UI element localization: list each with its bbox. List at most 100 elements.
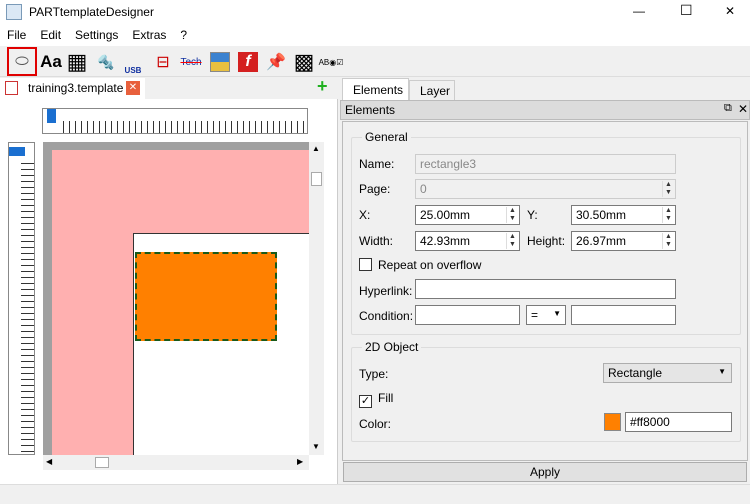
- vertical-ruler[interactable]: [8, 142, 35, 455]
- window-title: PARTtemplateDesigner: [29, 5, 154, 19]
- ruler-marker[interactable]: [47, 109, 56, 123]
- repeat-on-overflow-checkbox[interactable]: Repeat on overflow: [359, 258, 481, 272]
- pdf-file-icon: [5, 81, 18, 95]
- app-icon: [6, 4, 22, 20]
- tab-layer[interactable]: Layer: [409, 80, 455, 100]
- ruler-marker[interactable]: [9, 147, 25, 156]
- name-label: Name:: [359, 157, 395, 171]
- page-spinbox[interactable]: 0 ▲ ▼: [415, 179, 676, 199]
- condition-label: Condition:: [359, 309, 414, 323]
- close-window-button[interactable]: ✕: [725, 4, 736, 18]
- x-spinbox[interactable]: 25.00mm ▲ ▼: [415, 205, 520, 225]
- menu-extras[interactable]: Extras: [132, 28, 167, 42]
- canvas-viewport[interactable]: [43, 142, 309, 455]
- chevron-down-icon: ▼: [718, 367, 726, 376]
- page-label: Page:: [359, 182, 391, 196]
- flash-tool-button[interactable]: f: [235, 49, 261, 75]
- menu-settings[interactable]: Settings: [75, 28, 119, 42]
- tech-dimension-tool-button[interactable]: Tech: [178, 49, 204, 75]
- form-fields-icon: AB◉☑: [318, 57, 344, 67]
- height-spinbox[interactable]: 26.97mm ▲ ▼: [571, 231, 676, 251]
- repeat-label: Repeat on overflow: [378, 258, 482, 272]
- image-tool-button[interactable]: [207, 49, 233, 75]
- width-value: 42.93mm: [420, 234, 471, 248]
- bolt-tool-button[interactable]: 🔩: [93, 49, 119, 75]
- maximize-button[interactable]: ☐: [680, 2, 693, 18]
- condition-left-field[interactable]: [415, 305, 520, 325]
- menu-edit[interactable]: Edit: [40, 28, 62, 42]
- operator-value: =: [531, 308, 539, 322]
- color-field[interactable]: #ff8000: [625, 412, 732, 432]
- fill-checkbox[interactable]: ✓ Fill: [359, 391, 393, 408]
- title-bar: PARTtemplateDesigner — ☐ ✕: [0, 0, 750, 25]
- color-swatch-button[interactable]: [604, 413, 621, 431]
- tech-dimension-icon: Tech: [180, 56, 202, 68]
- dock-title: Elements: [345, 103, 396, 117]
- pin-icon: 📌: [266, 54, 286, 71]
- table-icon: ▦: [66, 49, 88, 74]
- ellipse-icon: ⬭: [15, 52, 29, 70]
- spin-arrows-icon[interactable]: ▲ ▼: [662, 207, 674, 223]
- qr-code-tool-button[interactable]: ▩: [291, 49, 317, 75]
- bolt-icon: 🔩: [97, 53, 115, 70]
- scrollbar-thumb[interactable]: [95, 457, 109, 468]
- form-fields-tool-button[interactable]: AB◉☑: [318, 49, 344, 75]
- ellipse-tool-button[interactable]: ⬭: [7, 47, 37, 76]
- elements-panel-body: [342, 121, 748, 461]
- vertical-scrollbar[interactable]: ▲ ▼: [309, 142, 324, 455]
- rectangle-element[interactable]: [135, 252, 277, 341]
- width-label: Width:: [359, 234, 394, 248]
- scroll-down-arrow[interactable]: ▼: [312, 442, 320, 451]
- spin-arrows-icon[interactable]: ▲ ▼: [662, 181, 674, 197]
- checkbox-unchecked-icon[interactable]: [359, 258, 372, 271]
- dimension-icon: ⊟: [156, 54, 170, 71]
- status-bar: [0, 484, 750, 504]
- object2d-group-title: 2D Object: [362, 340, 422, 354]
- close-dock-button[interactable]: ✕: [738, 102, 749, 116]
- minimize-button[interactable]: —: [633, 4, 645, 18]
- bolt-usb-tool-button[interactable]: USB: [120, 49, 146, 75]
- bolt-usb-icon: USB: [124, 66, 142, 75]
- width-spinbox[interactable]: 42.93mm ▲ ▼: [415, 231, 520, 251]
- tab-elements[interactable]: Elements: [342, 78, 409, 101]
- y-label: Y:: [527, 208, 538, 222]
- apply-button[interactable]: Apply: [343, 462, 747, 482]
- toolbar: ⬭ Aa ▦ 🔩 USB ⊟ Tech f 📌 ▩ AB◉☑: [0, 46, 750, 77]
- menu-help[interactable]: ?: [180, 28, 188, 42]
- object2d-group: 2D Object: [351, 340, 741, 442]
- checkbox-checked-icon[interactable]: ✓: [359, 395, 372, 408]
- hyperlink-field[interactable]: [415, 279, 676, 299]
- add-tab-button[interactable]: +: [317, 76, 328, 96]
- spin-arrows-icon[interactable]: ▲ ▼: [662, 233, 674, 249]
- scroll-left-arrow[interactable]: ◀: [46, 457, 53, 466]
- condition-operator-select[interactable]: = ▼: [526, 305, 566, 325]
- close-tab-button[interactable]: ✕: [126, 81, 140, 95]
- spin-arrows-icon[interactable]: ▲ ▼: [506, 233, 518, 249]
- y-value: 30.50mm: [576, 208, 627, 222]
- float-dock-button[interactable]: ⧉: [724, 102, 732, 114]
- x-label: X:: [359, 208, 371, 222]
- table-tool-button[interactable]: ▦: [64, 49, 90, 75]
- scroll-up-arrow[interactable]: ▲: [312, 144, 320, 153]
- name-field[interactable]: rectangle3: [415, 154, 676, 174]
- scroll-right-arrow[interactable]: ▶: [297, 457, 304, 466]
- text-icon: Aa: [40, 52, 62, 71]
- dimension-tool-button[interactable]: ⊟: [150, 49, 176, 75]
- y-spinbox[interactable]: 30.50mm ▲ ▼: [571, 205, 676, 225]
- text-tool-button[interactable]: Aa: [38, 49, 64, 75]
- type-select[interactable]: Rectangle ▼: [603, 363, 732, 383]
- general-group: General: [351, 130, 741, 335]
- horizontal-ruler[interactable]: [42, 108, 308, 134]
- chevron-down-icon: ▼: [553, 309, 561, 318]
- spin-arrows-icon[interactable]: ▲ ▼: [506, 207, 518, 223]
- hyperlink-label: Hyperlink:: [359, 284, 413, 298]
- color-label: Color:: [359, 417, 392, 431]
- document-tab[interactable]: training3.template ✕: [0, 78, 145, 99]
- scrollbar-thumb[interactable]: [311, 172, 322, 186]
- page-value: 0: [420, 182, 427, 196]
- pin-tool-button[interactable]: 📌: [263, 49, 289, 75]
- condition-right-field[interactable]: [571, 305, 676, 325]
- qr-code-icon: ▩: [293, 49, 315, 74]
- horizontal-scrollbar[interactable]: ◀ ▶: [43, 455, 309, 470]
- menu-file[interactable]: File: [7, 28, 27, 42]
